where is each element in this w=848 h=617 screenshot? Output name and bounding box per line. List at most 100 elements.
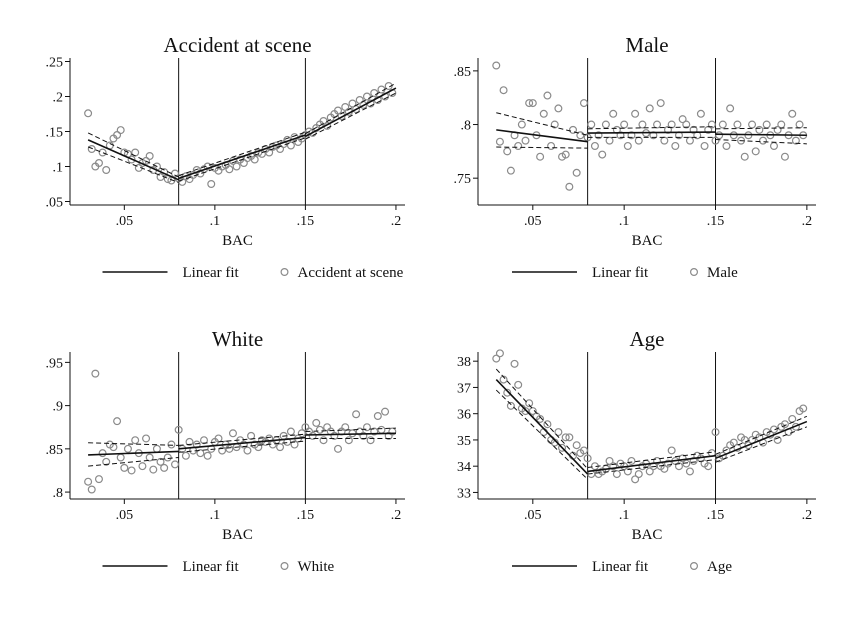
scatter-point-male: [503, 147, 512, 156]
ci-lower-line: [496, 146, 588, 149]
scatter-point-male: [638, 120, 647, 129]
x-tick-label: .2: [802, 214, 813, 229]
scatter-point-male: [740, 152, 749, 161]
scatter-point-white: [138, 462, 147, 471]
scatter-point-age: [744, 441, 753, 450]
scatter-point-male: [616, 131, 625, 140]
scatter-point-age: [514, 380, 523, 389]
scatter-point-white: [123, 444, 132, 453]
scatter-point-age: [780, 420, 789, 429]
scatter-point-accident-at-scene: [370, 88, 379, 97]
scatter-point-male: [623, 141, 632, 150]
scatter-point-age: [788, 414, 797, 423]
scatter-point-white: [152, 444, 161, 453]
scatter-point-age: [558, 443, 567, 452]
x-tick-label: .05: [116, 214, 134, 229]
panel-age: Age 33 34 35 36 37 38 .05 .1 .15 .2 BAC Linear fit Ag…: [457, 327, 816, 575]
scatter-point-white: [163, 453, 172, 462]
scatter-point-white: [370, 427, 379, 436]
ci-upper-line: [715, 415, 808, 455]
linear-fit-line: [587, 131, 716, 134]
scatter-point-white: [243, 446, 252, 455]
y-tick-label: 33: [457, 486, 471, 501]
scatter-point-white: [156, 457, 165, 466]
scatter-point-male: [791, 136, 800, 145]
scatter-point-white: [171, 460, 180, 469]
ci-lower-line: [305, 92, 397, 140]
scatter-point-white: [174, 425, 183, 434]
y-tick-label: .05: [46, 196, 64, 211]
scatter-point-male: [788, 109, 797, 118]
x-tick-label: .15: [297, 508, 315, 523]
chart-title: Age: [630, 327, 665, 351]
scatter-point-accident-at-scene: [362, 92, 371, 101]
scatter-point-white: [167, 440, 176, 449]
legend-scatter-swatch: [280, 268, 289, 277]
legend-linear-fit-label: Linear fit: [183, 265, 240, 281]
scatter-point-age: [561, 433, 570, 442]
x-tick-label: .15: [707, 214, 725, 229]
chart-title: Male: [625, 33, 668, 57]
y-tick-label: .25: [46, 56, 64, 71]
scatter-point-male: [536, 152, 545, 161]
scatter-point-male: [620, 120, 629, 129]
scatter-point-male: [554, 104, 563, 113]
scatter-point-age: [579, 446, 588, 455]
scatter-point-accident-at-scene: [87, 145, 96, 154]
scatter-point-male: [609, 109, 618, 118]
y-tick-label: .9: [53, 400, 64, 415]
scatter-point-age: [674, 462, 683, 471]
x-tick-label: .1: [619, 214, 630, 229]
scatter-point-white: [181, 451, 190, 460]
scatter-point-age: [609, 462, 618, 471]
linear-fit-line: [305, 87, 397, 138]
ci-upper-line: [587, 126, 716, 130]
scatter-point-white: [91, 369, 100, 378]
scatter-point-male: [656, 99, 665, 108]
ci-upper-line: [87, 132, 179, 178]
scatter-point-male: [715, 131, 724, 140]
y-tick-label: .8: [461, 119, 472, 134]
y-tick-label: 35: [457, 434, 471, 449]
scatter-point-male: [700, 141, 709, 150]
scatter-point-male: [707, 120, 716, 129]
scatter-point-male: [601, 120, 610, 129]
scatter-point-male: [517, 120, 526, 129]
scatter-point-male: [660, 136, 669, 145]
scatter-point-age: [678, 454, 687, 463]
y-tick-label: .75: [454, 172, 472, 187]
scatter-point-male: [590, 141, 599, 150]
scatter-point-male: [561, 150, 570, 159]
y-tick-label: 36: [457, 408, 471, 423]
legend: Linear fit Age: [512, 559, 732, 575]
ci-lower-line: [88, 456, 179, 467]
scatter-point-white: [131, 436, 140, 445]
linear-fit-line: [495, 379, 589, 475]
scatter-point-white: [312, 418, 321, 427]
scatter-point-age: [799, 404, 808, 413]
scatter-point-male: [605, 136, 614, 145]
scatter-point-white: [330, 431, 339, 440]
scatter-point-male: [576, 131, 585, 140]
ci-lower-line: [495, 389, 588, 480]
scatter-point-white: [381, 407, 390, 416]
x-axis-label: BAC: [632, 233, 663, 249]
ci-lower-line: [715, 426, 808, 463]
scatter-point-white: [84, 477, 93, 486]
scatter-point-white: [377, 425, 386, 434]
scatter-point-age: [612, 470, 621, 479]
legend-linear-fit-label: Linear fit: [592, 559, 649, 575]
scatter-point-white: [315, 425, 324, 434]
y-tick-label: .95: [46, 356, 64, 371]
scatter-point-age: [510, 359, 519, 368]
scatter-point-age: [660, 464, 669, 473]
legend-scatter-label: Accident at scene: [298, 265, 404, 281]
scatter-point-white: [334, 444, 343, 453]
scatter-point-white: [276, 443, 285, 452]
ci-upper-line: [178, 433, 306, 446]
scatter-point-male: [759, 136, 768, 145]
scatter-point-age: [664, 459, 673, 468]
scatter-point-white: [388, 427, 397, 436]
scatter-point-white: [218, 446, 227, 455]
